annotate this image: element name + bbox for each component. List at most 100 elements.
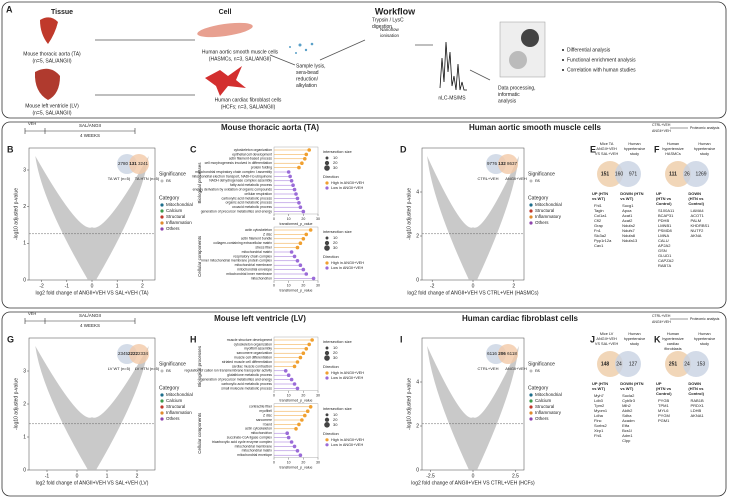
x-tick-label: 10 xyxy=(287,461,291,465)
venn-title: Mice LV xyxy=(600,332,614,336)
group-title: Cellular components xyxy=(197,412,202,454)
size-swatch xyxy=(324,417,330,422)
output-label: Functional enrichment analysis xyxy=(567,57,636,63)
x-tick-label: 0 xyxy=(273,461,275,465)
workflow-arrows xyxy=(95,39,491,96)
legend-item: ns xyxy=(535,368,541,373)
y-tick-label: 4 xyxy=(416,189,419,195)
venn-label: CTRL+VEH xyxy=(477,366,498,371)
cell-label: (HASMCs, n=3, SAL/ANGII) xyxy=(209,56,272,62)
size-swatch xyxy=(324,165,330,171)
gene: LMNA xyxy=(658,233,669,238)
legend-swatch xyxy=(160,221,164,225)
term-label: generation of precursor metabolites and … xyxy=(201,209,273,213)
gene: Cfl2 xyxy=(594,218,602,223)
term-label: carboxylic acid metabolic process xyxy=(221,382,272,386)
size-swatch xyxy=(324,245,330,251)
legend-swatch xyxy=(529,393,533,397)
term-label: cell morphogenesis involved in different… xyxy=(205,161,273,165)
legend-swatch xyxy=(325,186,329,190)
gene: MYL6 xyxy=(658,408,669,413)
legend-item: Low in ANGII+VEH xyxy=(331,376,363,380)
analysis-icon-dot xyxy=(509,51,527,69)
lollipop xyxy=(289,179,294,183)
group-title: Cellular components xyxy=(197,235,202,277)
venn-right xyxy=(615,161,641,187)
gene: S100A11 xyxy=(658,208,675,213)
term-label: mitochondrial respiratory chain complex … xyxy=(195,170,272,174)
lollipop xyxy=(288,174,292,179)
timeline xyxy=(24,128,136,134)
lollipop xyxy=(289,440,294,444)
legend-title: Direction xyxy=(323,364,339,369)
venn-title: Human xyxy=(628,332,640,336)
x-tick-label: 10 xyxy=(287,284,291,288)
gene: Ldb3 xyxy=(594,398,604,403)
legend-swatch xyxy=(160,405,164,409)
aorta-icon xyxy=(40,17,58,44)
legend-swatch xyxy=(529,369,533,373)
gene: BCAP31 xyxy=(658,213,674,218)
term-label: mitochondrial membrane xyxy=(235,263,272,267)
cell-label: Human aortic smooth muscle cells xyxy=(202,49,279,55)
list-title: UP xyxy=(656,191,662,196)
venn-count: 2334 xyxy=(138,351,149,356)
gene: TPM1 xyxy=(658,403,669,408)
legend-item: Others xyxy=(166,416,180,421)
legend-title: Significance xyxy=(528,171,555,177)
x-tick-label: 0 xyxy=(273,394,275,398)
legend-item: 30 xyxy=(333,245,338,250)
legend-item: Calcium xyxy=(535,398,552,403)
lollipop xyxy=(289,377,294,382)
gene: CAPZA2 xyxy=(658,258,674,263)
step-label: Nanoflow xyxy=(380,27,400,32)
term-label: contractile fiber xyxy=(249,405,273,409)
panel-label: F xyxy=(654,144,660,154)
legend-swatch xyxy=(325,181,329,185)
y-tick-label: 4 xyxy=(416,379,419,385)
list-title: Control) xyxy=(688,201,704,206)
venn-title: hypertensive xyxy=(624,147,646,151)
legend-item: ns xyxy=(166,178,172,183)
legend-item: High in ANGII+VEH xyxy=(331,371,364,375)
legend-item: 20 xyxy=(333,417,338,422)
legend-item: Others xyxy=(535,416,549,421)
term-label: epithelial cell development xyxy=(232,152,272,156)
term-label: respiratory chain complex xyxy=(233,254,272,258)
gene: Sorbs2 xyxy=(594,423,607,428)
venn-count: 8637 xyxy=(507,161,518,166)
lollipop xyxy=(297,201,301,205)
group-title: Biological processes xyxy=(197,345,202,387)
gene: LDHB xyxy=(691,408,702,413)
venn-right xyxy=(129,344,149,364)
lollipop xyxy=(304,232,309,237)
term-label: collagen-containing extracellular matrix xyxy=(213,241,272,245)
gene: Flnc xyxy=(594,418,602,423)
legend-title: Category xyxy=(159,195,180,201)
legend-item: Others xyxy=(166,226,180,231)
legend-title: Significance xyxy=(528,361,555,367)
size-swatch xyxy=(325,346,329,350)
gene: Adm1 xyxy=(622,433,633,438)
x-axis-label: transformed_p_value xyxy=(280,222,313,226)
legend-swatch xyxy=(529,179,533,183)
y-tick-label: 1 xyxy=(23,241,26,247)
term-label: mitochondrial inner membrane xyxy=(226,272,272,276)
output-label: Differential analysis xyxy=(567,47,611,53)
venn-label: ANGII+VEH xyxy=(505,176,527,181)
legend-item: Structural xyxy=(166,214,185,219)
timeline-label: SAL/ANGII xyxy=(79,123,101,128)
legend-swatch xyxy=(160,179,164,183)
term-label: muscle cell differentiation xyxy=(234,355,272,359)
gene: Myh7 xyxy=(594,393,605,398)
bullet xyxy=(562,59,564,61)
timeline-label: 4 WEEKS xyxy=(80,323,100,328)
gene: Acat1 xyxy=(622,213,633,218)
panel-label: H xyxy=(190,334,197,344)
term-label: small molecule metabolic process xyxy=(221,386,272,390)
legend-item: 10 xyxy=(333,155,338,160)
x-tick-label: 0 xyxy=(91,283,94,289)
x-tick-label: 20 xyxy=(301,217,305,221)
gene: GSN xyxy=(658,248,667,253)
gene: LMNB1 xyxy=(658,223,672,228)
